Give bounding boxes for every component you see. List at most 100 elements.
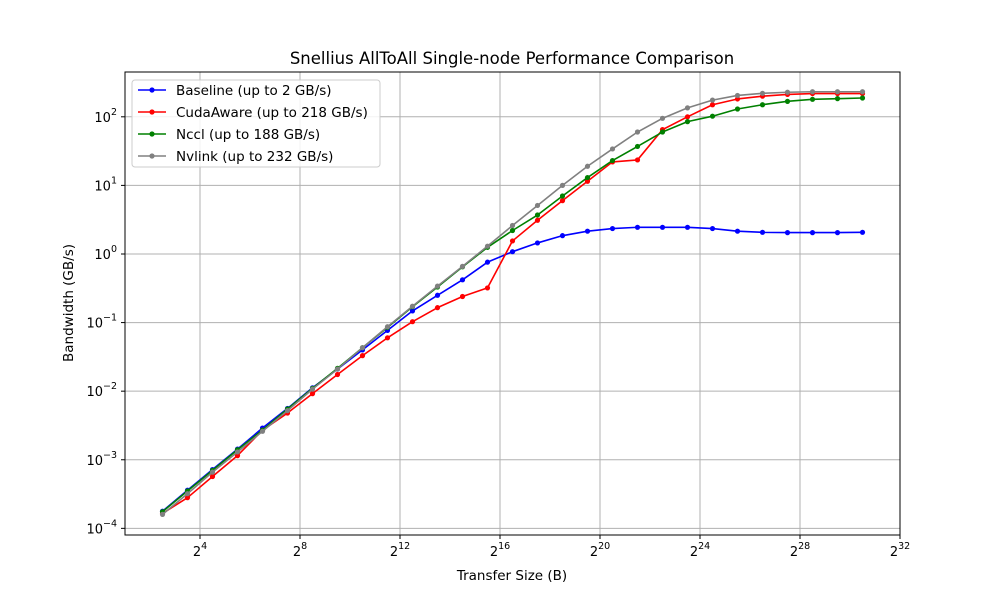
- y-tick-label: 10−3: [86, 450, 117, 469]
- data-point: [859, 95, 866, 101]
- y-tick-label: 100: [94, 244, 117, 263]
- x-tick-label: 228: [790, 541, 810, 560]
- data-point: [534, 217, 541, 223]
- data-point: [559, 182, 566, 188]
- data-point: [784, 89, 791, 95]
- data-point: [684, 114, 691, 120]
- data-point: [259, 428, 266, 434]
- plot-frame: [124, 71, 901, 536]
- data-point: [184, 491, 191, 497]
- legend-entry: Baseline (up to 2 GB/s): [138, 83, 332, 99]
- data-point: [709, 113, 716, 119]
- data-point: [684, 119, 691, 125]
- data-point: [434, 292, 441, 298]
- legend-marker: [149, 153, 155, 159]
- y-tick-label: 10−2: [86, 381, 117, 400]
- data-point: [384, 324, 391, 330]
- legend-entry: Nvlink (up to 232 GB/s): [138, 149, 333, 165]
- data-point: [709, 97, 716, 103]
- data-point: [159, 511, 166, 517]
- data-point: [584, 163, 591, 169]
- data-point: [484, 259, 491, 265]
- x-tick-label: 224: [690, 541, 710, 560]
- data-point: [359, 345, 366, 351]
- data-point: [509, 222, 516, 229]
- y-tick-label: 10−1: [86, 313, 117, 332]
- data-point: [334, 366, 341, 372]
- data-point: [234, 449, 241, 455]
- y-tick-label: 10−4: [86, 518, 117, 537]
- data-point: [584, 178, 591, 184]
- y-tick-label: 101: [94, 175, 117, 194]
- data-point: [709, 225, 716, 232]
- data-point: [309, 386, 316, 392]
- y-axis-label: Bandwidth (GB/s): [61, 244, 77, 362]
- data-point: [509, 227, 516, 234]
- data-point: [559, 193, 566, 199]
- data-point: [184, 495, 191, 501]
- data-point: [409, 303, 416, 309]
- data-point: [734, 92, 741, 99]
- data-point: [759, 229, 766, 235]
- data-point: [584, 174, 591, 181]
- data-point: [459, 263, 466, 269]
- data-point: [659, 115, 666, 121]
- data-point: [759, 102, 766, 108]
- data-point: [684, 105, 691, 111]
- x-tick-label: 216: [490, 541, 510, 560]
- data-point: [584, 228, 591, 234]
- data-point: [409, 319, 416, 325]
- legend-marker: [149, 131, 155, 137]
- data-point: [284, 408, 291, 414]
- data-point: [309, 391, 316, 397]
- data-point: [784, 230, 791, 236]
- data-point: [634, 143, 641, 150]
- data-point: [509, 249, 516, 255]
- data-point: [434, 283, 441, 289]
- data-point: [859, 89, 866, 95]
- data-point: [559, 198, 566, 204]
- x-tick-label: 28: [293, 541, 307, 560]
- legend-entry: CudaAware (up to 218 GB/s): [138, 105, 368, 121]
- data-series: [159, 89, 866, 517]
- data-point: [634, 129, 641, 135]
- data-point: [459, 293, 466, 300]
- data-point: [409, 308, 416, 314]
- x-tick-label: 24: [193, 541, 207, 560]
- legend-marker: [149, 87, 155, 93]
- data-point: [534, 202, 541, 209]
- data-point: [209, 469, 216, 475]
- data-point: [209, 473, 216, 480]
- data-point: [609, 225, 616, 232]
- data-point: [609, 146, 616, 152]
- data-point: [809, 230, 816, 236]
- data-point: [559, 233, 566, 239]
- data-point: [784, 98, 791, 104]
- data-point: [234, 453, 241, 459]
- data-point: [484, 243, 491, 249]
- data-point: [459, 277, 466, 283]
- legend-label: Baseline (up to 2 GB/s): [176, 83, 332, 99]
- data-point: [834, 89, 841, 95]
- data-point: [434, 305, 441, 311]
- legend: Baseline (up to 2 GB/s) CudaAware (up to …: [131, 79, 381, 168]
- data-point: [859, 229, 866, 235]
- legend-label: Nvlink (up to 232 GB/s): [176, 149, 333, 165]
- x-axis-label: Transfer Size (B): [456, 568, 567, 584]
- series-4: [159, 89, 866, 517]
- data-point: [684, 224, 691, 230]
- data-point: [634, 157, 641, 163]
- data-point: [534, 240, 541, 246]
- x-tick-label: 212: [390, 541, 410, 560]
- data-point: [709, 102, 716, 108]
- data-point: [509, 238, 516, 244]
- grid-lines: [125, 72, 900, 535]
- data-point: [609, 157, 616, 164]
- data-point: [659, 129, 666, 135]
- data-point: [384, 335, 391, 341]
- data-point: [334, 371, 341, 378]
- data-point: [834, 230, 841, 236]
- x-tick-label: 232: [890, 541, 910, 560]
- data-point: [659, 224, 666, 230]
